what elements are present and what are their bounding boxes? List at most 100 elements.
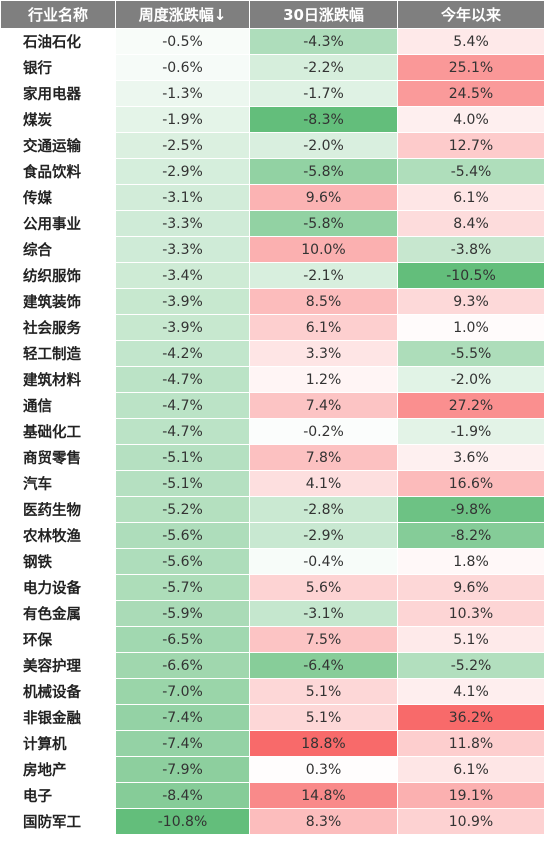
day30-change-cell: -0.4% (249, 548, 398, 575)
day30-change-cell: 7.8% (249, 444, 398, 471)
industry-name-cell: 机械设备 (0, 678, 116, 705)
industry-name-cell: 有色金属 (0, 600, 116, 627)
industry-name-cell: 美容护理 (0, 652, 116, 679)
day30-change-cell: -8.3% (249, 106, 398, 133)
day30-change-cell: 10.0% (249, 236, 398, 263)
weekly-change-cell: -0.5% (115, 28, 250, 55)
ytd-change-cell: 12.7% (397, 132, 544, 159)
weekly-change-cell: -4.2% (115, 340, 250, 367)
ytd-change-cell: 27.2% (397, 392, 544, 419)
day30-change-cell: -2.8% (249, 496, 398, 523)
weekly-change-cell: -5.7% (115, 574, 250, 601)
ytd-change-cell: -8.2% (397, 522, 544, 549)
header-industry-name[interactable]: 行业名称 (0, 0, 116, 29)
table-row: 房地产 -7.9% 0.3% 6.1% (0, 756, 544, 783)
table-row: 电子 -8.4% 14.8% 19.1% (0, 782, 544, 809)
industry-name-cell: 综合 (0, 236, 116, 263)
industry-name-cell: 汽车 (0, 470, 116, 497)
ytd-change-cell: 10.3% (397, 600, 544, 627)
weekly-change-cell: -5.1% (115, 470, 250, 497)
table-row: 银行 -0.6% -2.2% 25.1% (0, 54, 544, 81)
day30-change-cell: 8.5% (249, 288, 398, 315)
industry-name-cell: 通信 (0, 392, 116, 419)
ytd-change-cell: -5.5% (397, 340, 544, 367)
ytd-change-cell: 10.9% (397, 808, 544, 835)
day30-change-cell: -5.8% (249, 210, 398, 237)
ytd-change-cell: 1.8% (397, 548, 544, 575)
ytd-change-cell: 9.3% (397, 288, 544, 315)
table-row: 家用电器 -1.3% -1.7% 24.5% (0, 80, 544, 107)
industry-name-cell: 国防军工 (0, 808, 116, 835)
table-row: 基础化工 -4.7% -0.2% -1.9% (0, 418, 544, 445)
ytd-change-cell: -9.8% (397, 496, 544, 523)
weekly-change-cell: -7.0% (115, 678, 250, 705)
ytd-change-cell: -5.2% (397, 652, 544, 679)
weekly-change-cell: -8.4% (115, 782, 250, 809)
industry-name-cell: 轻工制造 (0, 340, 116, 367)
day30-change-cell: -2.9% (249, 522, 398, 549)
day30-change-cell: -2.0% (249, 132, 398, 159)
table-row: 医药生物 -5.2% -2.8% -9.8% (0, 496, 544, 523)
table-row: 社会服务 -3.9% 6.1% 1.0% (0, 314, 544, 341)
ytd-change-cell: -5.4% (397, 158, 544, 185)
table-row: 石油石化 -0.5% -4.3% 5.4% (0, 28, 544, 55)
weekly-change-cell: -5.6% (115, 548, 250, 575)
industry-name-cell: 食品饮料 (0, 158, 116, 185)
ytd-change-cell: 4.0% (397, 106, 544, 133)
industry-name-cell: 医药生物 (0, 496, 116, 523)
industry-name-cell: 电力设备 (0, 574, 116, 601)
table-row: 建筑装饰 -3.9% 8.5% 9.3% (0, 288, 544, 315)
industry-name-cell: 建筑装饰 (0, 288, 116, 315)
industry-name-cell: 房地产 (0, 756, 116, 783)
header-ytd-change[interactable]: 今年以来 (397, 0, 544, 29)
industry-name-cell: 煤炭 (0, 106, 116, 133)
industry-name-cell: 公用事业 (0, 210, 116, 237)
industry-name-cell: 环保 (0, 626, 116, 653)
table-row: 公用事业 -3.3% -5.8% 8.4% (0, 210, 544, 237)
day30-change-cell: -2.2% (249, 54, 398, 81)
day30-change-cell: 8.3% (249, 808, 398, 835)
industry-name-cell: 计算机 (0, 730, 116, 757)
table-row: 食品饮料 -2.9% -5.8% -5.4% (0, 158, 544, 185)
day30-change-cell: 6.1% (249, 314, 398, 341)
day30-change-cell: 5.1% (249, 704, 398, 731)
ytd-change-cell: 16.6% (397, 470, 544, 497)
industry-name-cell: 基础化工 (0, 418, 116, 445)
header-weekly-change[interactable]: 周度涨跌幅↓ (115, 0, 250, 29)
day30-change-cell: -4.3% (249, 28, 398, 55)
day30-change-cell: -0.2% (249, 418, 398, 445)
weekly-change-cell: -3.3% (115, 236, 250, 263)
industry-name-cell: 农林牧渔 (0, 522, 116, 549)
industry-name-cell: 石油石化 (0, 28, 116, 55)
table-row: 综合 -3.3% 10.0% -3.8% (0, 236, 544, 263)
table-row: 有色金属 -5.9% -3.1% 10.3% (0, 600, 544, 627)
table-row: 美容护理 -6.6% -6.4% -5.2% (0, 652, 544, 679)
weekly-change-cell: -3.9% (115, 288, 250, 315)
header-30day-change[interactable]: 30日涨跌幅 (249, 0, 398, 29)
weekly-change-cell: -5.9% (115, 600, 250, 627)
industry-name-cell: 社会服务 (0, 314, 116, 341)
ytd-change-cell: 19.1% (397, 782, 544, 809)
weekly-change-cell: -3.3% (115, 210, 250, 237)
industry-name-cell: 纺织服饰 (0, 262, 116, 289)
table-row: 钢铁 -5.6% -0.4% 1.8% (0, 548, 544, 575)
day30-change-cell: 3.3% (249, 340, 398, 367)
weekly-change-cell: -4.7% (115, 418, 250, 445)
weekly-change-cell: -1.9% (115, 106, 250, 133)
day30-change-cell: 7.5% (249, 626, 398, 653)
ytd-change-cell: 6.1% (397, 756, 544, 783)
ytd-change-cell: 5.4% (397, 28, 544, 55)
table-row: 建筑材料 -4.7% 1.2% -2.0% (0, 366, 544, 393)
industry-name-cell: 银行 (0, 54, 116, 81)
day30-change-cell: 0.3% (249, 756, 398, 783)
ytd-change-cell: 36.2% (397, 704, 544, 731)
day30-change-cell: -6.4% (249, 652, 398, 679)
industry-name-cell: 钢铁 (0, 548, 116, 575)
table-row: 传媒 -3.1% 9.6% 6.1% (0, 184, 544, 211)
table-row: 煤炭 -1.9% -8.3% 4.0% (0, 106, 544, 133)
weekly-change-cell: -3.9% (115, 314, 250, 341)
day30-change-cell: -5.8% (249, 158, 398, 185)
day30-change-cell: 5.1% (249, 678, 398, 705)
industry-name-cell: 非银金融 (0, 704, 116, 731)
ytd-change-cell: 6.1% (397, 184, 544, 211)
